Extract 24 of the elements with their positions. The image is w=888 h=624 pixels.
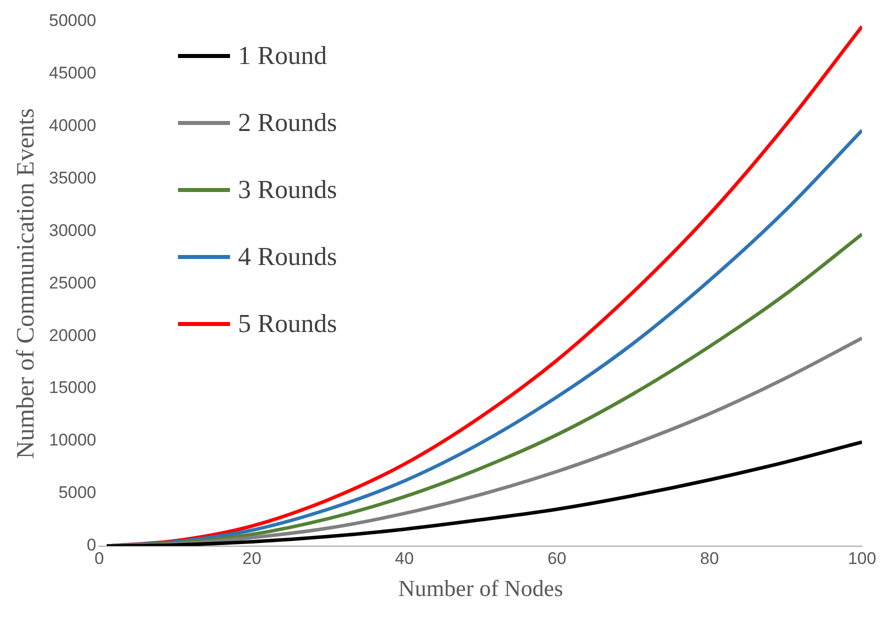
x-tick-label: 40 xyxy=(394,548,414,568)
legend-label: 3 Rounds xyxy=(238,174,337,204)
legend-label: 5 Rounds xyxy=(238,308,337,338)
legend-label: 2 Rounds xyxy=(238,108,337,138)
x-tick-label: 60 xyxy=(547,548,566,568)
y-tick-label: 25000 xyxy=(48,273,96,292)
x-tick-label: 80 xyxy=(700,548,719,568)
x-tick-label: 100 xyxy=(848,548,876,568)
legend-label: 1 Round xyxy=(238,40,327,70)
y-tick-label: 35000 xyxy=(48,168,96,188)
legend-label: 4 Rounds xyxy=(238,242,337,272)
line-series xyxy=(105,440,862,546)
y-tick-label: 20000 xyxy=(48,326,96,345)
y-axis-title: Number of Communication Events xyxy=(12,108,40,459)
y-tick-label: 30000 xyxy=(48,220,96,240)
y-tick-label: 45000 xyxy=(48,63,96,82)
y-tick-label: 50000 xyxy=(48,10,96,30)
y-tick-label: 5000 xyxy=(58,483,96,502)
y-tick-label: 15000 xyxy=(48,378,96,398)
y-tick-label: 10000 xyxy=(48,430,96,450)
x-axis-title: Number of Nodes xyxy=(398,576,564,602)
x-tick-label: 20 xyxy=(242,548,262,568)
y-tick-label: 40000 xyxy=(48,116,96,135)
y-tick-label: 0 xyxy=(86,536,96,555)
